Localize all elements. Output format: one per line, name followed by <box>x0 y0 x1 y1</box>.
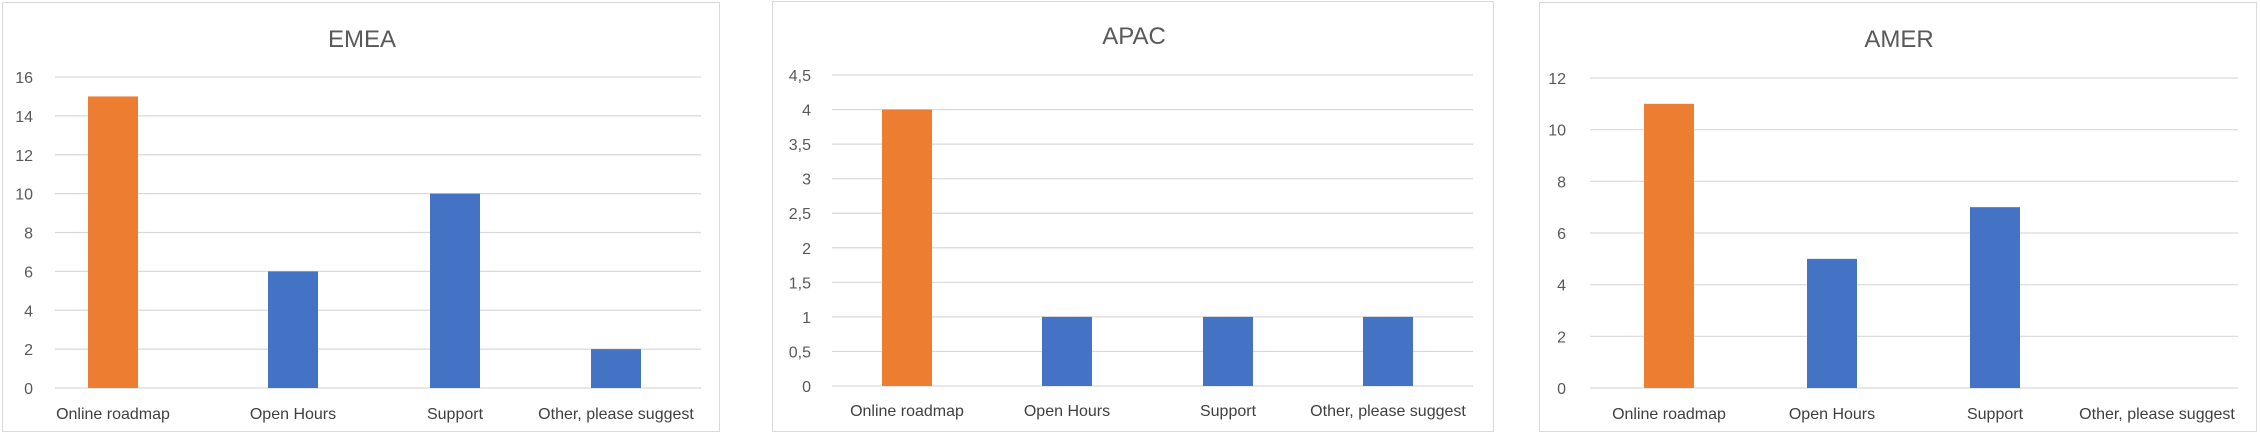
bar-emea-2 <box>430 193 480 388</box>
bar-amer-0 <box>1644 103 1694 388</box>
y-tick-label: 14 <box>15 109 33 126</box>
bar-emea-1 <box>268 271 318 388</box>
y-tick-label: 0 <box>24 381 33 398</box>
y-tick-label: 1,5 <box>789 275 811 292</box>
y-tick-label: 4 <box>1557 278 1566 295</box>
chart-panel-amer: AMER 0 2 4 6 8 10 12 Online roadmap Open Hours Sup… <box>1539 2 2257 432</box>
bar-emea-0 <box>88 96 138 388</box>
x-category-label: Other, please suggest <box>1310 403 1466 420</box>
bar-amer-1 <box>1807 258 1857 388</box>
bar-chart-amer: AMER 0 2 4 6 8 10 12 Online roadmap Open Hours Sup… <box>1548 26 2238 423</box>
y-tick-label: 2 <box>802 241 811 258</box>
x-category-label: Online roadmap <box>1612 406 1726 423</box>
bar-apac-1 <box>1042 316 1092 386</box>
y-tick-label: 8 <box>1557 174 1566 191</box>
chart-panel-emea: EMEA 0 2 4 6 8 10 12 14 16 Online roadmap Open Hour… <box>2 2 720 432</box>
y-tick-label: 12 <box>1548 71 1566 88</box>
y-tick-label: 0 <box>1557 381 1566 398</box>
x-category-label: Online roadmap <box>56 406 170 423</box>
bar-chart-emea: EMEA 0 2 4 6 8 10 12 14 16 Online roadmap Open Hour… <box>15 26 701 423</box>
y-tick-label: 0 <box>802 379 811 396</box>
chart-title: AMER <box>1864 26 1933 53</box>
x-category-label: Support <box>1200 403 1257 420</box>
bar-chart-apac: APAC 0 0,5 1 1,5 2 2,5 3 3,5 4 4,5 Online roadmap Op… <box>789 23 1473 420</box>
y-tick-label: 6 <box>24 264 33 281</box>
y-tick-label: 10 <box>1548 123 1566 140</box>
y-tick-label: 2 <box>24 342 33 359</box>
y-tick-label: 4 <box>24 303 33 320</box>
bar-amer-2 <box>1970 207 2020 388</box>
x-category-label: Other, please suggest <box>538 406 694 423</box>
bar-apac-2 <box>1203 316 1253 386</box>
x-category-label: Online roadmap <box>850 403 964 420</box>
y-tick-label: 10 <box>15 187 33 204</box>
y-tick-label: 6 <box>1557 226 1566 243</box>
y-tick-label: 2,5 <box>789 206 811 223</box>
x-category-label: Open Hours <box>1789 406 1875 423</box>
y-tick-label: 3 <box>802 172 811 189</box>
y-tick-label: 12 <box>15 148 33 165</box>
x-category-label: Support <box>1967 406 2024 423</box>
bar-apac-0 <box>882 109 932 387</box>
x-category-label: Open Hours <box>250 406 336 423</box>
y-tick-label: 16 <box>15 70 33 87</box>
bar-emea-3 <box>591 349 641 388</box>
y-tick-label: 2 <box>1557 329 1566 346</box>
x-category-label: Other, please suggest <box>2079 406 2235 423</box>
y-tick-label: 8 <box>24 226 33 243</box>
bar-apac-3 <box>1363 316 1413 386</box>
chart-panel-apac: APAC 0 0,5 1 1,5 2 2,5 3 3,5 4 4,5 Online roadmap Op… <box>772 1 1494 432</box>
x-category-label: Support <box>427 406 484 423</box>
y-tick-label: 0,5 <box>789 344 811 361</box>
y-tick-label: 4 <box>802 103 811 120</box>
chart-title: EMEA <box>328 26 396 53</box>
y-tick-label: 1 <box>802 310 811 327</box>
chart-title: APAC <box>1102 23 1166 50</box>
y-tick-label: 4,5 <box>789 68 811 85</box>
y-tick-label: 3,5 <box>789 137 811 154</box>
x-category-label: Open Hours <box>1024 403 1110 420</box>
